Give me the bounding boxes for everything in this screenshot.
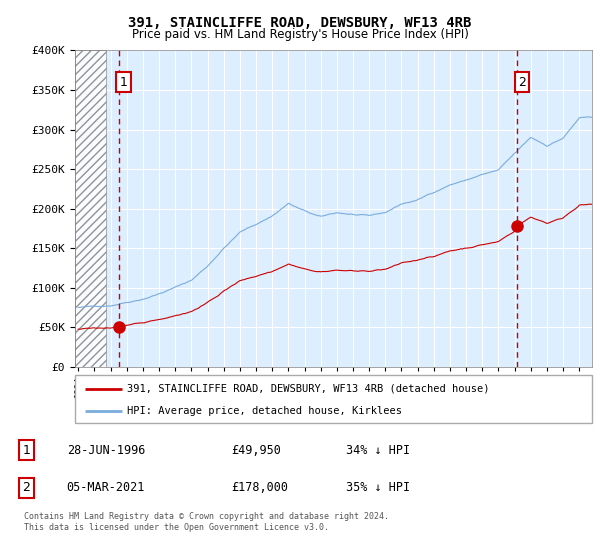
- Text: 2: 2: [518, 76, 526, 88]
- Text: 34% ↓ HPI: 34% ↓ HPI: [346, 444, 410, 456]
- Text: 28-JUN-1996: 28-JUN-1996: [67, 444, 145, 456]
- Text: 391, STAINCLIFFE ROAD, DEWSBURY, WF13 4RB (detached house): 391, STAINCLIFFE ROAD, DEWSBURY, WF13 4R…: [127, 384, 489, 394]
- Text: Price paid vs. HM Land Registry's House Price Index (HPI): Price paid vs. HM Land Registry's House …: [131, 28, 469, 41]
- Text: 391, STAINCLIFFE ROAD, DEWSBURY, WF13 4RB: 391, STAINCLIFFE ROAD, DEWSBURY, WF13 4R…: [128, 16, 472, 30]
- Bar: [75, 50, 106, 367]
- Text: 1: 1: [22, 444, 31, 456]
- Text: 35% ↓ HPI: 35% ↓ HPI: [346, 482, 410, 494]
- Text: 05-MAR-2021: 05-MAR-2021: [67, 482, 145, 494]
- Text: £178,000: £178,000: [231, 482, 288, 494]
- Text: 1: 1: [119, 76, 127, 88]
- Text: £49,950: £49,950: [231, 444, 281, 456]
- FancyBboxPatch shape: [75, 375, 592, 423]
- Text: Contains HM Land Registry data © Crown copyright and database right 2024.
This d: Contains HM Land Registry data © Crown c…: [24, 512, 389, 532]
- Text: 2: 2: [22, 482, 31, 494]
- Text: HPI: Average price, detached house, Kirklees: HPI: Average price, detached house, Kirk…: [127, 406, 402, 416]
